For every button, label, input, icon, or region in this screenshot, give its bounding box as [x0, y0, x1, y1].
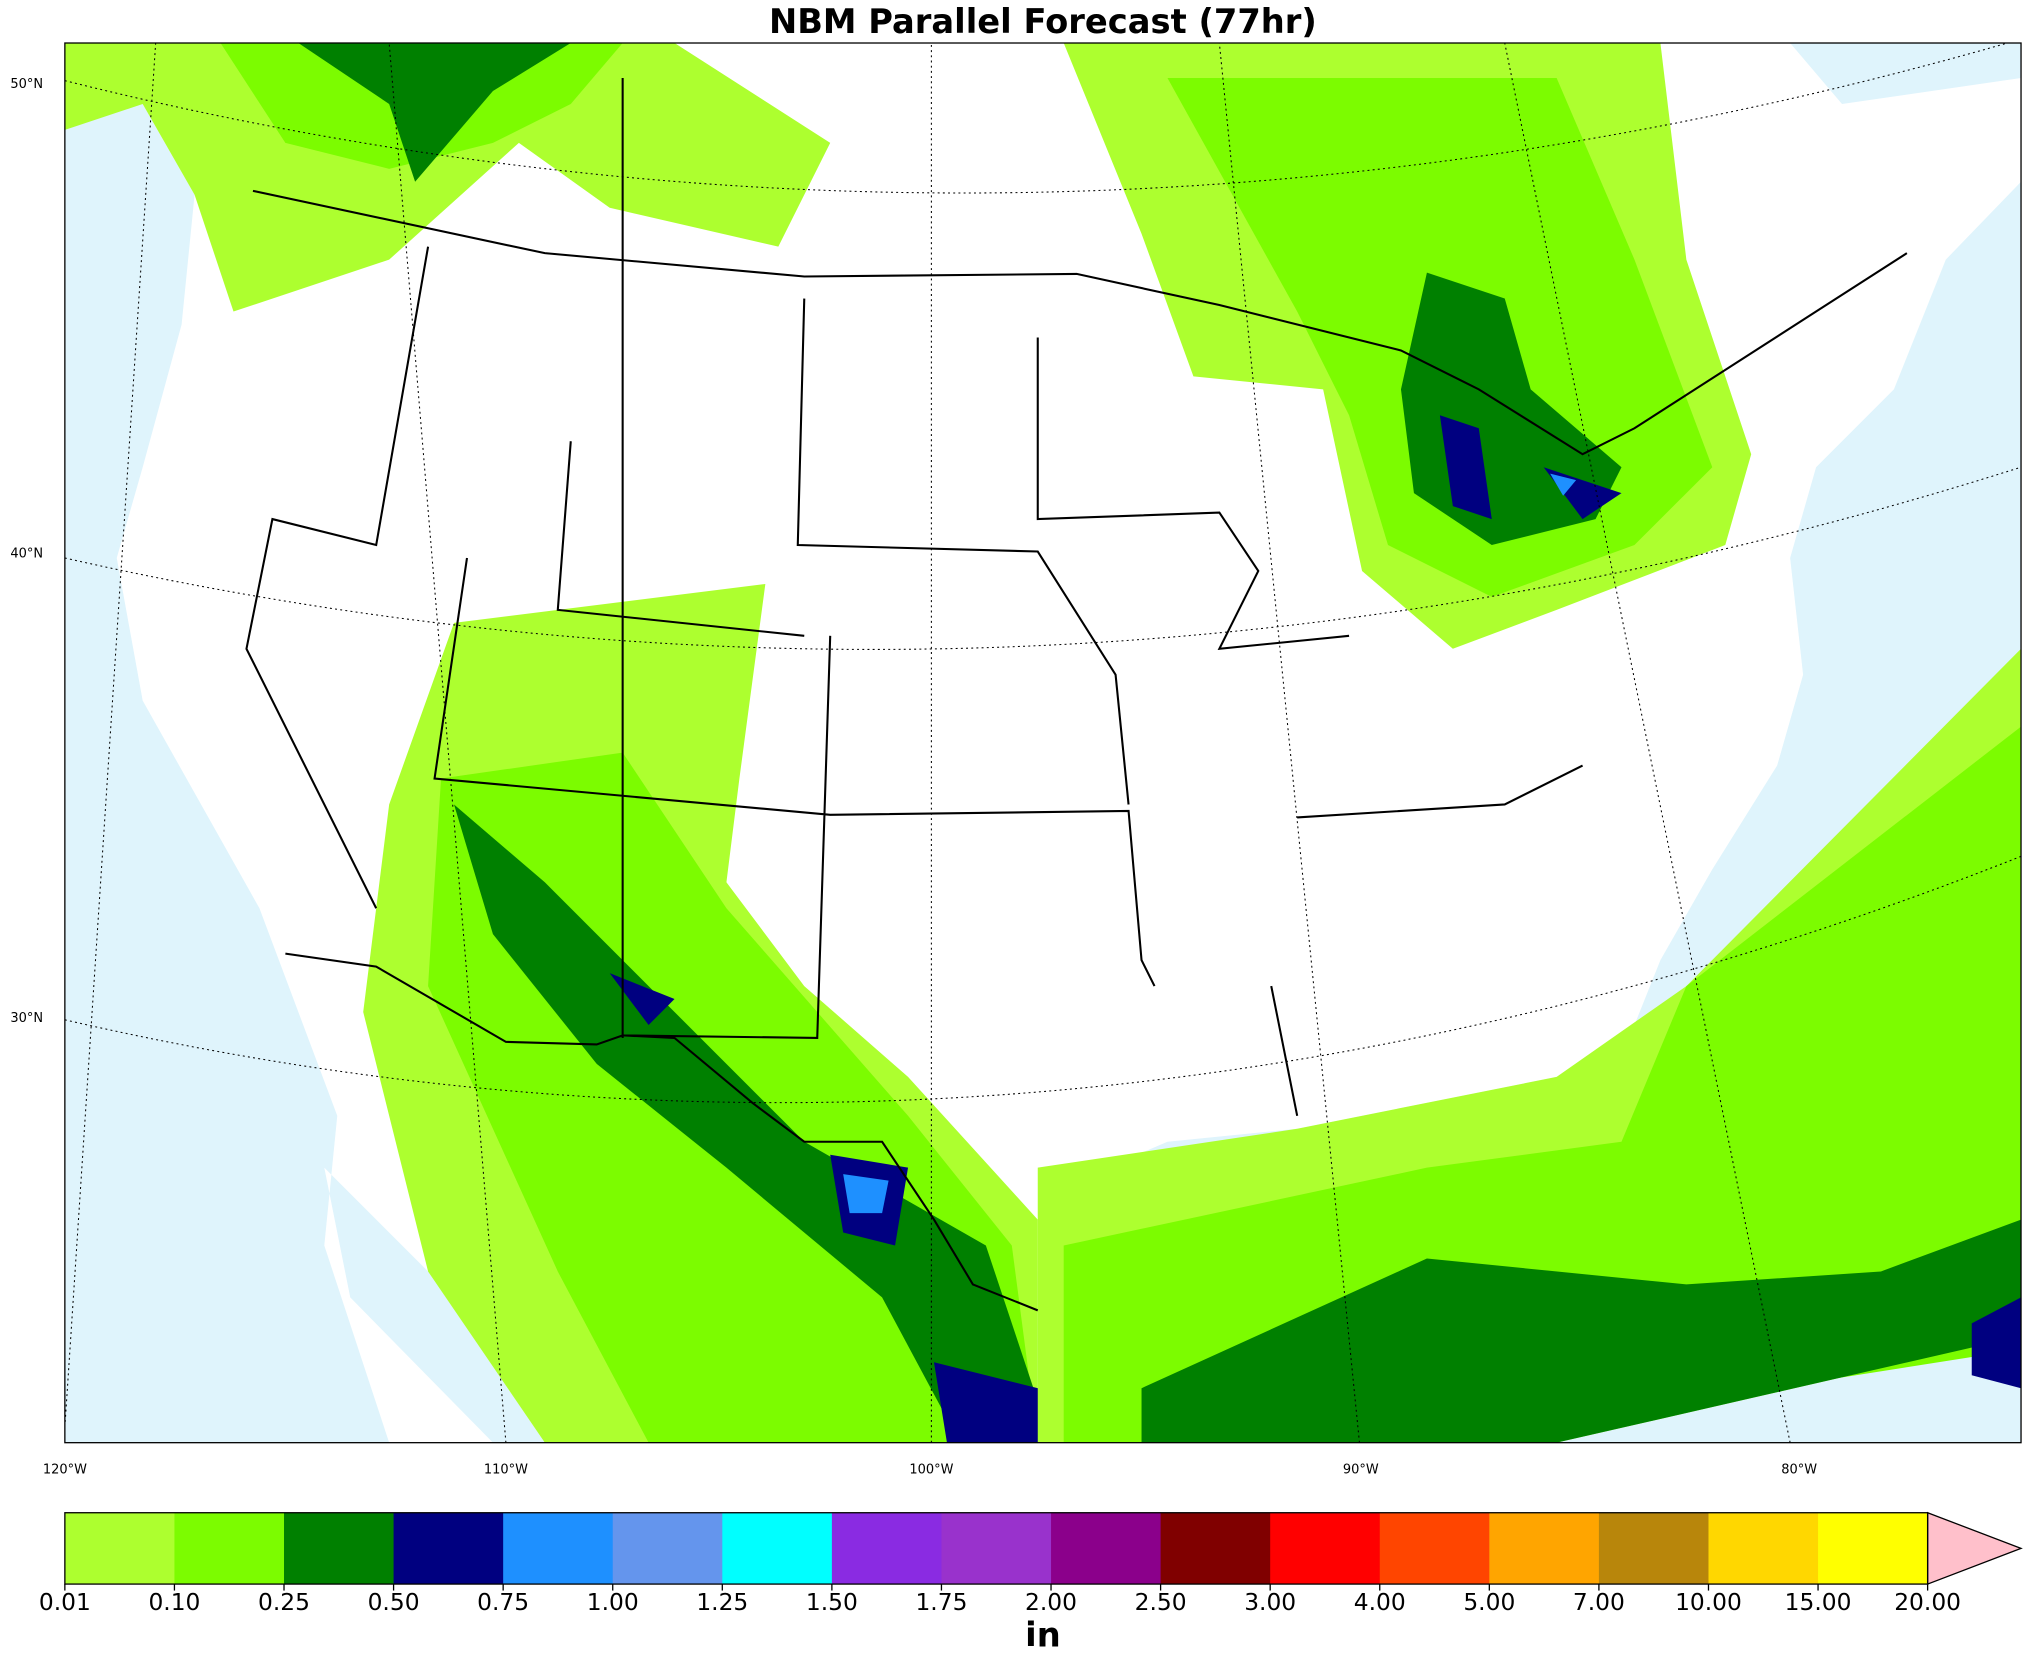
colorbar-swatch: [831, 1512, 943, 1585]
colorbar: 0.01 0.10 0.25 0.50 0.75 1.00 1.25 1.50 1.75 2.00…: [39, 1511, 2023, 1616]
colorbar-tick-label: 7.00: [1573, 1588, 1625, 1616]
colorbar-swatch: [1160, 1512, 1271, 1585]
colorbar-tick-label: 2.00: [1025, 1588, 1077, 1616]
lon-label: 80°W: [1781, 1462, 1817, 1477]
colorbar-tick-label: 0.01: [39, 1588, 91, 1616]
borders: [64, 43, 2022, 1443]
colorbar-swatch: [1379, 1512, 1490, 1585]
colorbar-tick-label: 10.00: [1675, 1588, 1742, 1616]
colorbar-extend: [1926, 1511, 2023, 1586]
colorbar-swatch: [174, 1512, 285, 1585]
title: NBM Parallel Forecast (77hr): [769, 2, 1317, 41]
colorbar-tick-label: 15.00: [1785, 1588, 1852, 1616]
colorbar-swatch: [612, 1512, 723, 1585]
colorbar-frame: [64, 1512, 1929, 1585]
colorbar-swatch: [64, 1512, 176, 1585]
lat-label: 30°N: [10, 1011, 43, 1026]
colorbar-label: in: [1025, 1616, 1061, 1655]
lon-label: 90°W: [1343, 1462, 1379, 1477]
colorbar-swatch: [941, 1512, 1052, 1585]
graticule-labels: 50°N 40°N 30°N 120°W 110°W 100°W 90°W 80°W: [10, 77, 1817, 1477]
colorbar-tick-label: 1.25: [696, 1588, 748, 1616]
colorbar-swatch: [1818, 1512, 1929, 1585]
colorbar-swatch: [503, 1512, 614, 1585]
colorbar-tick-label: 1.75: [915, 1588, 967, 1616]
colorbar-tick-label: 0.10: [148, 1588, 200, 1616]
colorbar-swatch: [284, 1512, 395, 1585]
lat-label: 40°N: [10, 547, 43, 562]
colorbar-swatch: [393, 1512, 504, 1585]
colorbar-tick-label: 0.25: [258, 1588, 310, 1616]
lon-label: 120°W: [43, 1462, 87, 1477]
colorbar-swatch: [722, 1512, 833, 1585]
colorbar-swatch: [1598, 1512, 1710, 1585]
colorbar-tick-label: 3.00: [1244, 1588, 1296, 1616]
lon-label: 100°W: [909, 1462, 953, 1477]
lon-label: 110°W: [484, 1462, 528, 1477]
colorbar-tick-label: 2.50: [1135, 1588, 1187, 1616]
colorbar-swatch: [1489, 1512, 1600, 1585]
precipitation: [64, 43, 2022, 1443]
colorbar-tick-label: 1.00: [587, 1588, 639, 1616]
colorbar-tick-label: 0.50: [368, 1588, 420, 1616]
colorbar-tick-label: 20.00: [1894, 1588, 1961, 1616]
colorbar-tick-label: 1.50: [806, 1588, 858, 1616]
colorbar-swatch: [1270, 1512, 1381, 1585]
colorbar-tick-label: 4.00: [1354, 1588, 1406, 1616]
lat-label: 50°N: [10, 77, 43, 92]
map: [64, 42, 2022, 1444]
colorbar-swatch: [1051, 1512, 1162, 1585]
colorbar-swatch: [1708, 1512, 1819, 1585]
colorbar-tick-label: 0.75: [477, 1588, 529, 1616]
colorbar-tick-label: 5.00: [1463, 1588, 1515, 1616]
